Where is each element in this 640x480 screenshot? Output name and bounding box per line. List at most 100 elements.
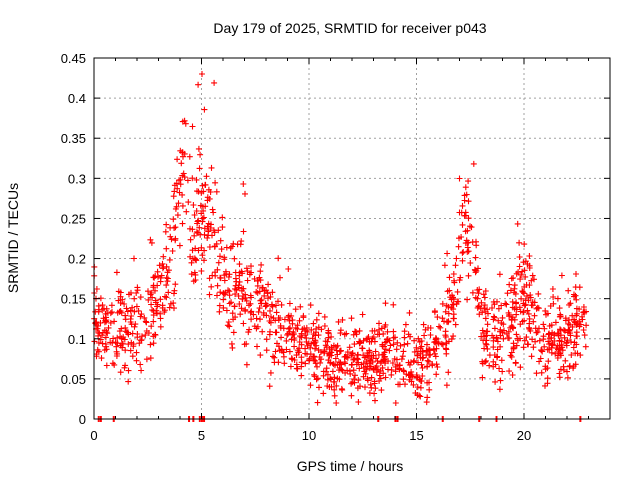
- data-point: [209, 206, 216, 213]
- data-point: [424, 357, 431, 364]
- data-point: [187, 236, 194, 243]
- data-point: [229, 243, 236, 250]
- data-point: [333, 400, 340, 406]
- data-point: [415, 359, 421, 366]
- data-point: [445, 369, 452, 376]
- data-point: [512, 360, 519, 367]
- data-point: [552, 319, 559, 326]
- y-tick-label: 0.25: [61, 211, 86, 226]
- data-point: [298, 372, 305, 379]
- data-point: [182, 120, 189, 127]
- data-point: [179, 202, 186, 209]
- y-tick-label: 0.3: [68, 171, 86, 186]
- data-point: [158, 272, 165, 279]
- data-point: [225, 287, 231, 294]
- data-point: [111, 318, 118, 325]
- data-point: [266, 331, 273, 338]
- data-point: [257, 352, 264, 359]
- data-point: [554, 355, 561, 361]
- data-point: [491, 314, 498, 321]
- data-point: [450, 333, 457, 340]
- data-point: [355, 399, 362, 405]
- data-point: [129, 304, 136, 311]
- data-point: [286, 348, 293, 355]
- data-point: [520, 344, 527, 351]
- data-point: [121, 301, 128, 307]
- data-point: [109, 360, 116, 367]
- data-point: [357, 383, 363, 390]
- data-point: [373, 355, 379, 362]
- data-point: [513, 311, 520, 318]
- data-point: [462, 184, 469, 191]
- data-point: [168, 236, 175, 243]
- data-point: [122, 324, 129, 331]
- data-point: [242, 306, 249, 313]
- data-point: [267, 369, 274, 376]
- x-tick-label: 20: [517, 428, 531, 443]
- data-point: [482, 359, 488, 366]
- x-tick-label: 10: [302, 428, 316, 443]
- data-point: [143, 319, 150, 326]
- data-point: [524, 307, 531, 314]
- data-point: [143, 356, 150, 363]
- data-point: [494, 353, 501, 360]
- data-point: [306, 355, 313, 362]
- data-point: [171, 188, 178, 195]
- data-point: [131, 255, 137, 262]
- data-point: [506, 335, 513, 342]
- data-point: [426, 386, 433, 393]
- data-point: [494, 298, 500, 305]
- data-point: [231, 255, 238, 262]
- data-point: [502, 300, 509, 307]
- data-point: [481, 345, 488, 352]
- data-point: [177, 176, 184, 183]
- data-point: [217, 289, 224, 296]
- data-point: [354, 355, 360, 362]
- data-point: [237, 311, 244, 318]
- data-point: [308, 326, 315, 333]
- data-point: [429, 361, 436, 367]
- data-point: [180, 170, 187, 177]
- data-point: [343, 353, 350, 360]
- data-point: [394, 361, 401, 368]
- data-point: [208, 164, 215, 171]
- data-point: [312, 357, 319, 364]
- data-point: [430, 347, 437, 354]
- data-point: [302, 350, 309, 357]
- data-point: [459, 202, 466, 209]
- data-point: [320, 368, 327, 375]
- data-point: [480, 291, 487, 298]
- data-point: [518, 272, 525, 278]
- data-point: [118, 325, 125, 332]
- data-point: [157, 296, 164, 303]
- data-point: [365, 353, 372, 360]
- data-point: [581, 332, 588, 339]
- data-point: [127, 316, 134, 322]
- data-point: [462, 209, 469, 216]
- data-point: [348, 315, 355, 322]
- data-point: [242, 190, 248, 197]
- data-point: [315, 332, 322, 339]
- data-point: [257, 297, 264, 304]
- data-point: [154, 301, 161, 308]
- data-point: [452, 262, 459, 269]
- data-point: [337, 327, 344, 334]
- data-point: [519, 288, 526, 294]
- data-point: [554, 295, 561, 302]
- data-point: [523, 293, 530, 300]
- data-point: [170, 193, 177, 200]
- data-point: [221, 277, 228, 284]
- data-point: [432, 353, 439, 360]
- data-point: [192, 256, 199, 263]
- data-point: [559, 347, 566, 354]
- data-point: [351, 341, 358, 348]
- data-point: [435, 340, 442, 347]
- data-point: [219, 224, 226, 231]
- data-point: [254, 282, 261, 289]
- data-point: [377, 375, 384, 382]
- data-point: [464, 296, 471, 303]
- data-point: [565, 326, 572, 333]
- data-point: [416, 339, 423, 345]
- data-point: [390, 301, 397, 308]
- data-point: [310, 339, 317, 346]
